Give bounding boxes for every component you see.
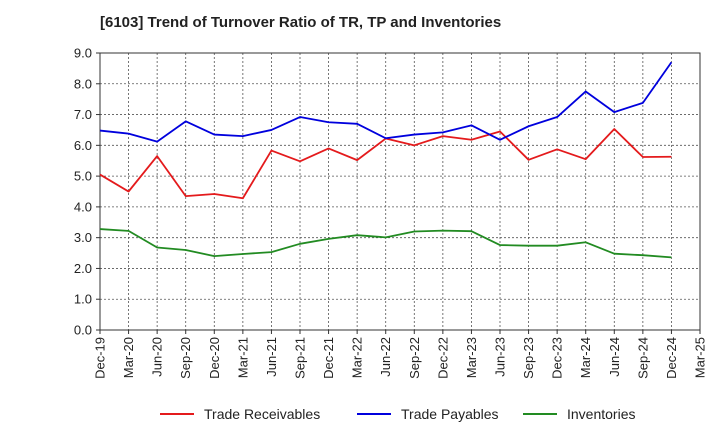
- y-tick-label: 5.0: [74, 169, 92, 184]
- y-tick-label: 0.0: [74, 323, 92, 338]
- y-tick-label: 2.0: [74, 261, 92, 276]
- x-tick-label: Jun-21: [264, 337, 279, 377]
- x-tick-label: Jun-22: [378, 337, 393, 377]
- x-tick-label: Dec-21: [321, 337, 336, 379]
- x-tick-label: Mar-25: [693, 337, 708, 378]
- x-tick-label: Mar-24: [578, 337, 593, 378]
- series-lines: [99, 61, 673, 259]
- x-tick-label: Mar-22: [350, 337, 365, 378]
- x-tick-label: Jun-24: [607, 337, 622, 377]
- x-tick-label: Dec-19: [93, 337, 108, 379]
- x-tick-label: Dec-22: [435, 337, 450, 379]
- x-tick-label: Jun-20: [150, 337, 165, 377]
- x-tick-label: Sep-23: [521, 337, 536, 379]
- legend-item: Trade Payables: [357, 406, 499, 422]
- x-tick-label: Dec-24: [664, 337, 679, 379]
- y-tick-label: 7.0: [74, 107, 92, 122]
- plot-area-background: [100, 53, 700, 330]
- y-tick-label: 9.0: [74, 46, 92, 61]
- chart-title: [6103] Trend of Turnover Ratio of TR, TP…: [100, 14, 502, 31]
- x-tick-label: Sep-21: [293, 337, 308, 379]
- x-tick-label: Jun-23: [493, 337, 508, 377]
- legend: Trade Receivables Trade Payables Inventori…: [160, 406, 635, 422]
- x-tick-label: Mar-23: [464, 337, 479, 378]
- x-tick-label: Dec-20: [207, 337, 222, 379]
- x-tick-label: Mar-21: [235, 337, 250, 378]
- legend-label: Trade Payables: [401, 406, 499, 422]
- y-tick-label: 3.0: [74, 230, 92, 245]
- x-tick-label: Mar-20: [121, 337, 136, 378]
- y-tick-label: 8.0: [74, 76, 92, 91]
- plot-border: [99, 52, 701, 331]
- axes: 0.0 1.0 2.0 3.0 4.0 5.0 6.0 7.0 8.0 9.0 Dec-19 Mar-…: [74, 46, 708, 379]
- x-tick-label: Sep-22: [407, 337, 422, 379]
- legend-item: Inventories: [523, 406, 635, 422]
- legend-item: Trade Receivables: [160, 406, 320, 422]
- x-tick-label: Sep-20: [178, 337, 193, 379]
- legend-label: Inventories: [567, 406, 635, 422]
- y-tick-label: 4.0: [74, 199, 92, 214]
- y-tick-label: 6.0: [74, 138, 92, 153]
- x-tick-label: Sep-24: [635, 337, 650, 379]
- y-tick-label: 1.0: [74, 292, 92, 307]
- legend-label: Trade Receivables: [204, 406, 320, 422]
- x-tick-label: Dec-23: [550, 337, 565, 379]
